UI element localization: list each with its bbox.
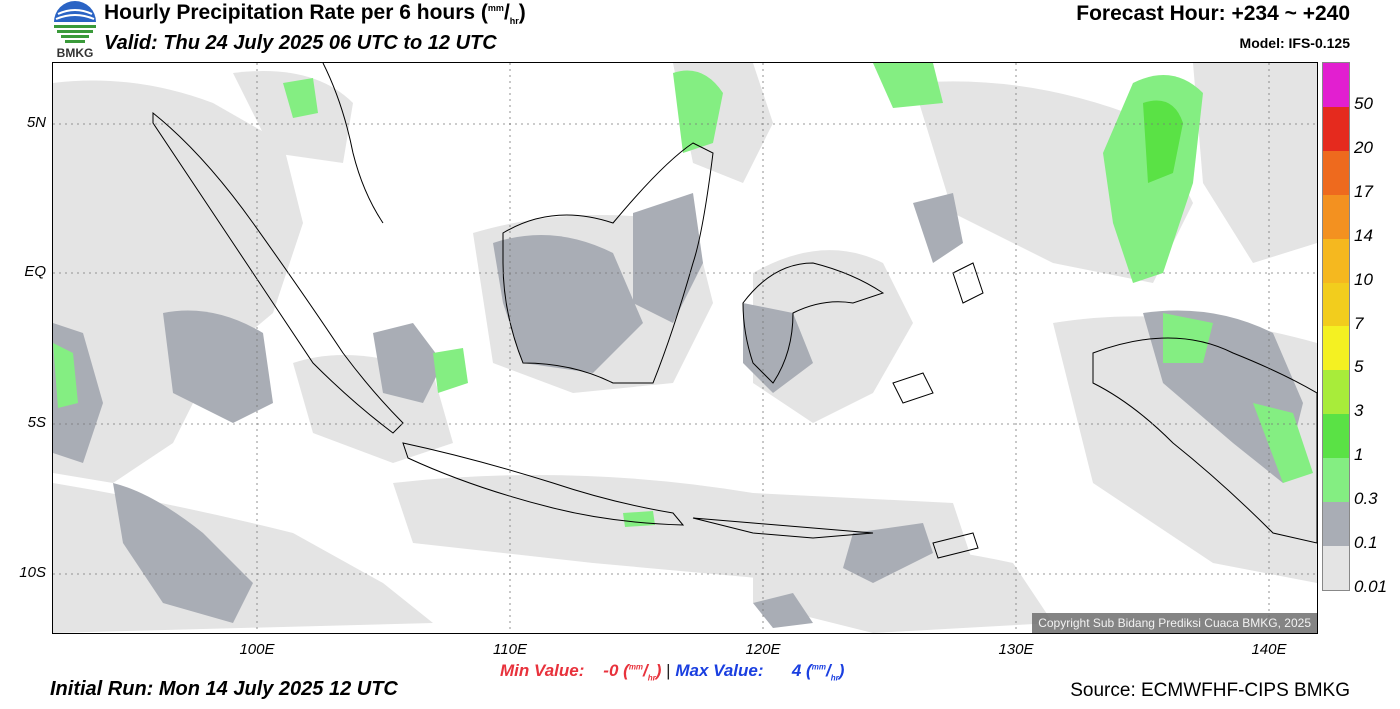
title-unit-den: hr <box>509 16 519 27</box>
lon-label-100e: 100E <box>239 641 275 658</box>
legend-label: 5 <box>1354 357 1364 377</box>
max-value-group: Max Value: 4 (mm/hr) <box>675 661 845 683</box>
separator: | <box>666 661 671 680</box>
legend-swatch <box>1323 282 1349 327</box>
min-unit-den: hr <box>647 673 656 683</box>
legend-label: 3 <box>1354 401 1364 421</box>
max-label: Max Value: <box>675 661 764 680</box>
legend-label: 0.1 <box>1354 533 1378 553</box>
max-unit-den: hr <box>830 673 839 683</box>
max-unit-num: mm <box>811 662 826 672</box>
legend-swatch <box>1323 458 1349 503</box>
legend-swatch <box>1323 194 1349 239</box>
precipitation-map: Copyright Sub Bidang Prediksi Cuaca BMKG… <box>52 62 1318 634</box>
legend-label: 0.01 <box>1354 577 1388 596</box>
graticule-layer <box>53 63 1317 633</box>
legend-label: 7 <box>1354 313 1364 333</box>
title-text: Hourly Precipitation Rate per 6 hours <box>104 1 476 24</box>
legend-swatch <box>1323 238 1349 283</box>
precip-green-layer <box>53 63 1313 527</box>
legend-swatch <box>1323 502 1349 546</box>
legend-swatch <box>1323 63 1349 107</box>
min-max-line: Min Value: -0 (mm/hr) | Max Value: 4 (mm… <box>500 661 844 682</box>
lon-label-120e: 120E <box>745 641 781 658</box>
bmkg-logo: BMKG <box>50 0 100 60</box>
legend-colorbar <box>1322 62 1350 591</box>
lon-label-140e: 140E <box>1251 641 1287 658</box>
logo-text: BMKG <box>56 46 94 60</box>
forecast-hour: Forecast Hour: +234 ~ +240 <box>1076 2 1350 25</box>
title-unit-num: mm <box>487 3 504 13</box>
map-title: Hourly Precipitation Rate per 6 hours (m… <box>104 1 526 27</box>
min-value-group: Min Value: -0 (mm/hr) <box>500 661 667 683</box>
legend-label: 14 <box>1354 225 1373 245</box>
legend-label: 17 <box>1354 181 1373 201</box>
model-name: Model: IFS-0.125 <box>1239 35 1350 51</box>
legend-swatch <box>1323 150 1349 195</box>
copyright-notice: Copyright Sub Bidang Prediksi Cuaca BMKG… <box>1032 613 1317 633</box>
data-source: Source: ECMWFHF-CIPS BMKG <box>1070 680 1350 701</box>
legend-swatch <box>1323 545 1349 590</box>
lat-label-5n: 5N <box>26 114 46 131</box>
map-svg <box>53 63 1317 633</box>
max-value: 4 <box>791 661 802 680</box>
lat-label-eq: EQ <box>24 263 46 280</box>
legend-label: 0.3 <box>1354 489 1378 509</box>
legend-swatch <box>1323 106 1349 151</box>
lon-label-110e: 110E <box>493 641 527 658</box>
min-unit-num: mm <box>628 662 644 672</box>
lon-label-130e: 130E <box>998 641 1034 658</box>
legend-label: 10 <box>1354 269 1373 289</box>
legend-swatch <box>1323 326 1349 371</box>
legend-label: 50 <box>1354 93 1373 113</box>
lat-label-10s: 10S <box>19 564 46 581</box>
valid-time: Valid: Thu 24 July 2025 06 UTC to 12 UTC <box>104 32 497 54</box>
legend-swatch <box>1323 370 1349 415</box>
lat-label-5s: 5S <box>27 414 46 431</box>
legend-label: 20 <box>1354 137 1373 157</box>
legend-label: 1 <box>1354 445 1364 465</box>
min-label: Min Value: <box>500 661 585 680</box>
precip-grey-layer <box>53 193 1303 628</box>
coastline-layer <box>152 63 1317 559</box>
min-value: -0 <box>603 661 619 680</box>
initial-run: Initial Run: Mon 14 July 2025 12 UTC <box>50 678 398 700</box>
legend-swatch <box>1323 414 1349 459</box>
